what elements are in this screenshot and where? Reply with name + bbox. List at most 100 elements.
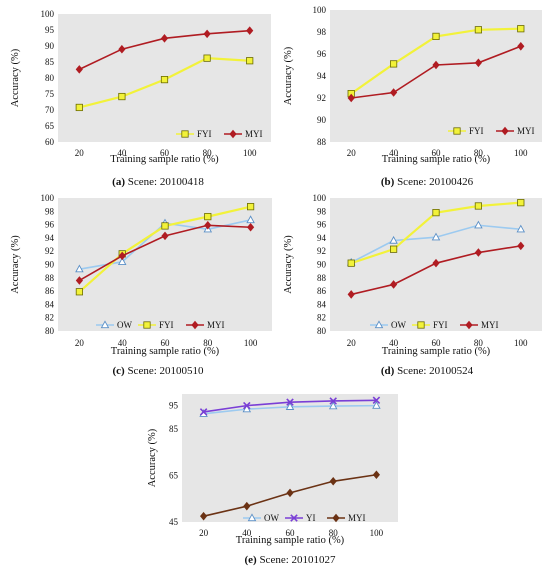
data-point	[516, 224, 526, 233]
legend-label: FYI	[159, 320, 174, 330]
y-tick-label: 90	[317, 260, 327, 270]
y-tick-label: 82	[317, 313, 326, 323]
x-tick-label: 20	[347, 338, 357, 348]
legend-marker	[374, 320, 384, 329]
x-tick-label: 60	[432, 148, 442, 158]
x-tick-label: 60	[286, 528, 296, 538]
legend-marker	[332, 513, 340, 523]
legend-entry: FYI	[448, 126, 484, 136]
data-point	[389, 235, 398, 244]
data-point	[75, 65, 83, 74]
chart-panel: 45 65 85 95 20 40 60 80 100 Training sample ratio…	[147, 394, 398, 566]
data-point	[246, 26, 254, 35]
data-point	[242, 404, 252, 413]
x-tick-label: 40	[242, 528, 252, 538]
y-tick-label: 96	[317, 220, 327, 230]
data-point	[347, 93, 355, 103]
data-point	[432, 258, 440, 268]
data-point	[347, 259, 355, 267]
x-tick-label: 100	[514, 148, 528, 158]
x-tick-label: 40	[389, 148, 399, 158]
data-point	[286, 488, 294, 498]
legend-label: FYI	[433, 320, 448, 330]
x-tick-label: 80	[203, 148, 213, 158]
panel-caption: (a) Scene: 20100418	[112, 176, 204, 188]
legend-label: MYI	[517, 126, 535, 136]
y-tick-label: 100	[41, 9, 55, 19]
legend-marker	[143, 321, 151, 329]
y-tick-label: 94	[317, 233, 327, 243]
data-point	[161, 231, 169, 241]
panel-caption: (d) Scene: 20100524	[381, 365, 474, 377]
x-axis-label: Training sample ratio (%)	[110, 154, 219, 165]
legend-label: FYI	[469, 126, 484, 136]
legend-entry: OW	[243, 513, 279, 523]
data-point	[474, 220, 483, 229]
data-point	[118, 251, 126, 261]
data-point	[372, 470, 380, 480]
caption-text: Scene: 20100418	[125, 176, 204, 188]
y-tick-label: 86	[317, 286, 327, 296]
y-tick-label: 96	[45, 220, 55, 230]
x-tick-label: 60	[160, 148, 170, 158]
legend-marker	[191, 320, 199, 330]
x-tick-label: 80	[474, 338, 484, 348]
data-point	[246, 57, 254, 65]
data-point	[204, 213, 212, 221]
data-point	[372, 396, 381, 405]
data-point	[517, 42, 525, 51]
legend-label: MYI	[207, 320, 225, 330]
caption-text: Scene: 20100524	[394, 365, 473, 377]
legend-label: YI	[306, 513, 316, 523]
data-point	[329, 397, 337, 405]
y-tick-label: 80	[45, 73, 55, 83]
data-point	[390, 280, 398, 289]
data-point	[160, 34, 169, 43]
data-point	[247, 222, 255, 232]
legend-marker	[501, 126, 509, 136]
legend-label: OW	[264, 513, 279, 523]
data-point	[474, 248, 482, 257]
y-tick-label: 88	[317, 273, 327, 283]
data-point	[118, 44, 126, 54]
y-axis-label: Accuracy (%)	[147, 428, 158, 487]
y-axis-label: Accuracy (%)	[283, 235, 294, 294]
y-tick-label: 82	[45, 313, 54, 323]
data-point	[204, 220, 212, 230]
data-point	[431, 232, 441, 241]
y-tick-label: 84	[317, 299, 327, 309]
x-axis-label: Training sample ratio (%)	[236, 535, 345, 546]
legend-entry: FYI	[412, 320, 448, 330]
y-tick-label: 100	[313, 193, 327, 203]
legend-entry: FYI	[176, 129, 212, 139]
data-point	[474, 58, 482, 68]
x-tick-label: 40	[117, 148, 127, 158]
y-tick-label: 80	[45, 326, 55, 336]
plot-area	[330, 10, 542, 142]
x-tick-label: 80	[203, 338, 213, 348]
y-tick-label: 92	[317, 246, 326, 256]
data-point	[118, 92, 126, 101]
y-tick-label: 65	[169, 470, 179, 480]
legend-marker	[229, 129, 237, 139]
data-point	[246, 215, 255, 224]
data-point	[432, 32, 440, 41]
data-point	[243, 401, 251, 410]
y-tick-label: 90	[317, 115, 327, 125]
y-axis-label: Accuracy (%)	[283, 46, 294, 105]
data-point	[517, 241, 525, 251]
data-point	[75, 103, 83, 112]
data-point	[372, 400, 381, 409]
y-tick-label: 95	[169, 401, 179, 411]
data-point	[200, 511, 208, 521]
data-point	[203, 54, 211, 62]
caption-text: Scene: 20100426	[394, 176, 473, 188]
y-tick-label: 90	[45, 41, 55, 51]
legend-label: OW	[117, 320, 132, 330]
panel-caption: (b) Scene: 20100426	[381, 176, 474, 188]
data-point	[389, 60, 398, 68]
y-tick-label: 84	[45, 299, 55, 309]
legend-label: MYI	[348, 513, 366, 523]
data-point	[432, 60, 440, 70]
